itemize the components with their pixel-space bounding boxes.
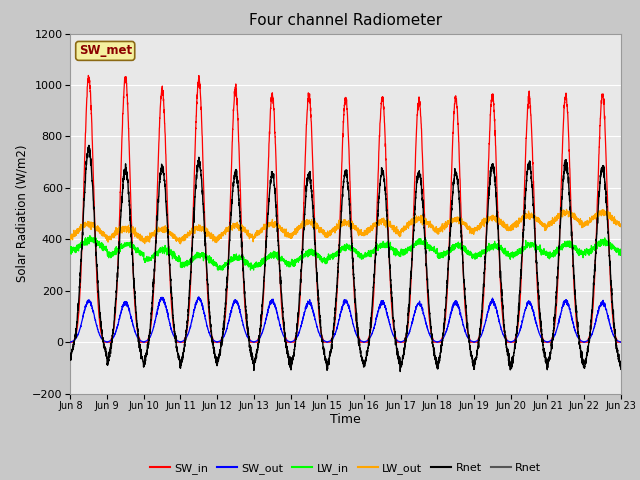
Title: Four channel Radiometer: Four channel Radiometer xyxy=(249,13,442,28)
X-axis label: Time: Time xyxy=(330,413,361,426)
Text: SW_met: SW_met xyxy=(79,44,132,58)
Y-axis label: Solar Radiation (W/m2): Solar Radiation (W/m2) xyxy=(15,145,28,282)
Legend: SW_in, SW_out, LW_in, LW_out, Rnet, Rnet: SW_in, SW_out, LW_in, LW_out, Rnet, Rnet xyxy=(145,458,546,478)
